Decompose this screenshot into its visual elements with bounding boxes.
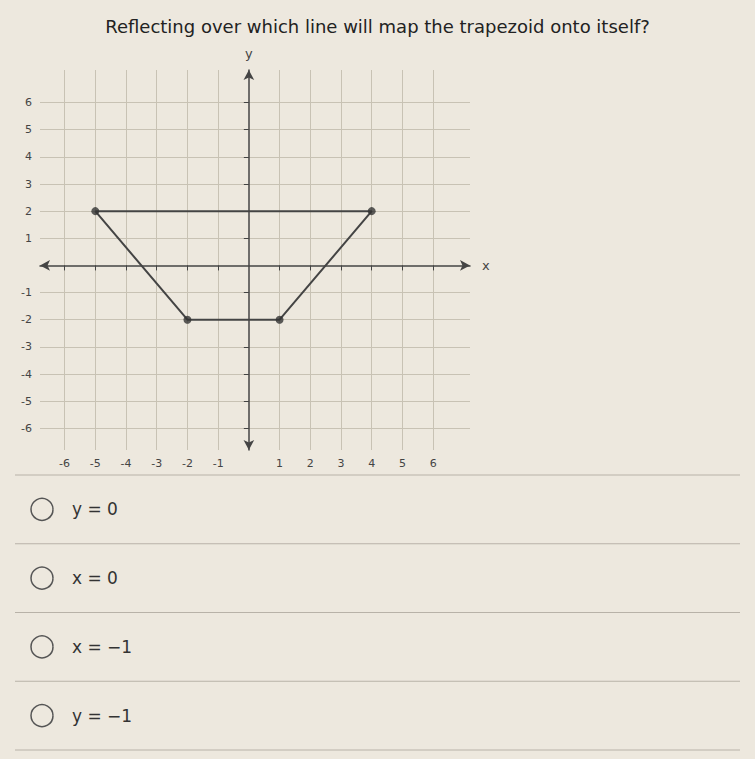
svg-text:y = −1: y = −1 — [72, 706, 132, 726]
svg-text:-2: -2 — [182, 457, 193, 470]
svg-text:-6: -6 — [59, 457, 70, 470]
svg-text:6: 6 — [430, 457, 437, 470]
svg-text:x = 0: x = 0 — [72, 568, 118, 588]
svg-text:2: 2 — [307, 457, 314, 470]
svg-text:-6: -6 — [21, 422, 32, 435]
svg-text:-1: -1 — [21, 286, 32, 299]
svg-text:5: 5 — [399, 457, 406, 470]
svg-text:Reflecting over which line wil: Reflecting over which line will map the … — [105, 16, 650, 37]
svg-text:-1: -1 — [213, 457, 224, 470]
svg-text:-3: -3 — [21, 340, 32, 353]
svg-text:-5: -5 — [90, 457, 101, 470]
svg-text:6: 6 — [25, 96, 32, 109]
svg-text:5: 5 — [25, 123, 32, 136]
svg-text:-5: -5 — [21, 395, 32, 408]
svg-text:1: 1 — [25, 232, 32, 245]
svg-text:-3: -3 — [151, 457, 162, 470]
svg-text:3: 3 — [338, 457, 345, 470]
svg-text:-4: -4 — [21, 368, 32, 381]
svg-text:y: y — [245, 46, 253, 61]
svg-text:4: 4 — [368, 457, 375, 470]
svg-text:3: 3 — [25, 178, 32, 191]
svg-text:x = −1: x = −1 — [72, 637, 132, 657]
svg-text:y = 0: y = 0 — [72, 499, 118, 519]
svg-text:x: x — [482, 258, 490, 273]
svg-text:1: 1 — [276, 457, 283, 470]
svg-text:2: 2 — [25, 205, 32, 218]
svg-text:4: 4 — [25, 150, 32, 163]
svg-text:-2: -2 — [21, 313, 32, 326]
svg-text:-4: -4 — [121, 457, 132, 470]
